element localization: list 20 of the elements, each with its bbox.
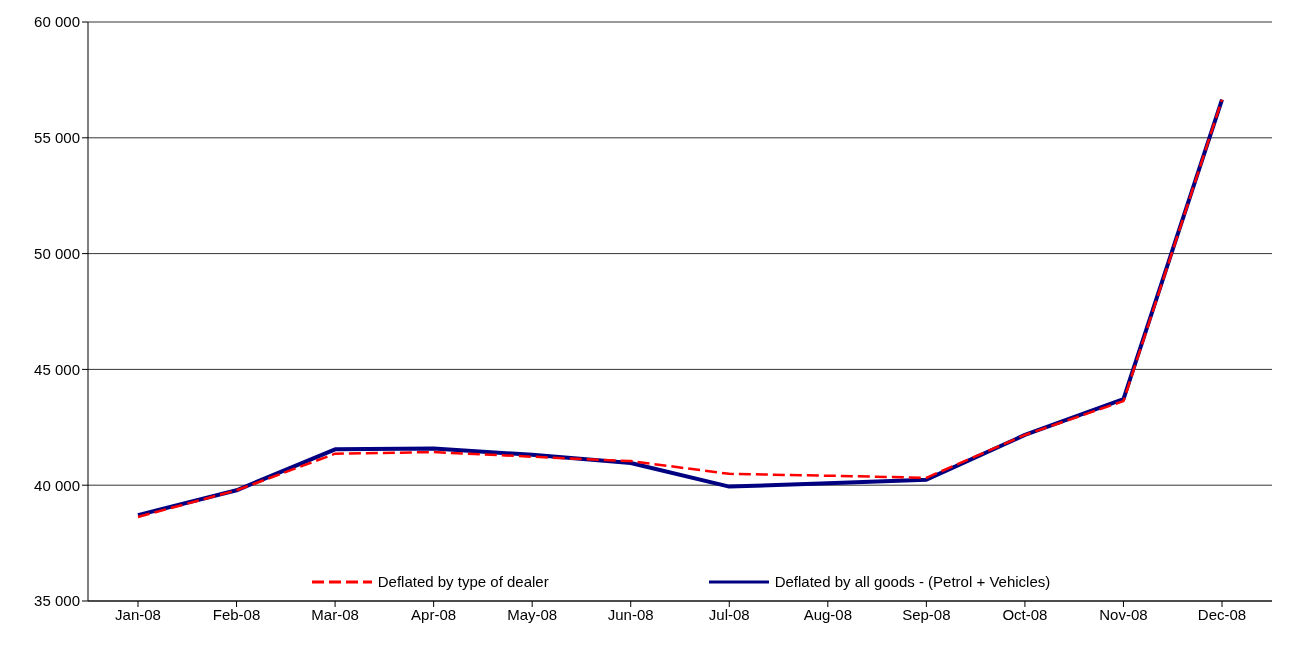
y-tick-label: 45 000	[34, 360, 80, 378]
x-tick-label: Oct-08	[1002, 605, 1048, 623]
x-tick-label: Nov-08	[1099, 605, 1148, 623]
x-tick-label: Mar-08	[311, 605, 359, 623]
x-tick-label: Jul-08	[708, 605, 750, 623]
x-tick-label: May-08	[507, 605, 558, 623]
y-tick-label: 35 000	[34, 592, 80, 610]
x-tick-label: Aug-08	[803, 605, 853, 623]
y-tick-label: 40 000	[34, 476, 80, 494]
x-tick-label: Sep-08	[902, 605, 951, 623]
y-tick-label: 50 000	[34, 244, 80, 262]
x-tick-label: Jan-08	[115, 605, 161, 623]
x-tick-label: Dec-08	[1197, 605, 1247, 623]
x-tick-label: Jun-08	[607, 605, 654, 623]
x-tick-label: Apr-08	[411, 605, 457, 623]
legend-label: Deflated by type of dealer	[377, 573, 549, 590]
y-tick-label: 55 000	[34, 129, 80, 147]
y-tick-label: 60 000	[34, 13, 80, 31]
x-tick-label: Feb-08	[212, 605, 261, 623]
legend-label: Deflated by all goods - (Petrol + Vehicles)	[774, 573, 1051, 590]
